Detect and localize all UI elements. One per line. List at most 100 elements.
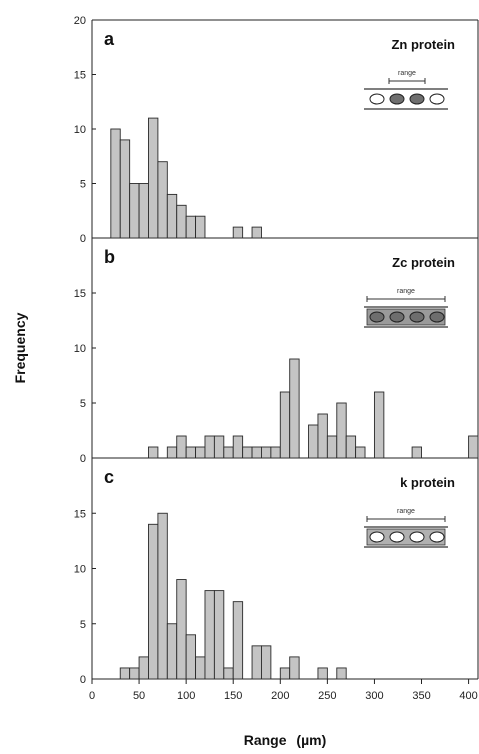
x-tick-label: 250 — [318, 690, 336, 702]
panel-b-bar — [345, 435, 357, 459]
panel-b-inset-range-label: range — [397, 288, 415, 295]
panel-b-bar — [308, 424, 319, 459]
panel-c-y-tick-label: 0 — [80, 674, 86, 686]
panel-c-bar — [166, 623, 178, 680]
panels-group: 0 5 10 15 20 a Zn protein range 0 5 10 15 b Zc protei… — [74, 15, 479, 686]
panel-b-inset-cell — [429, 311, 445, 323]
panel-b-bar — [373, 391, 385, 459]
x-tick-label: 0 — [89, 690, 95, 702]
x-tick-label: 350 — [412, 690, 430, 702]
panel-b-inset-cell — [409, 311, 425, 323]
panel-c-bar — [336, 667, 347, 680]
panel-a-bar — [138, 183, 149, 239]
panel-a-letter: a — [104, 29, 115, 49]
panel-b-y-tick-label: 5 — [80, 398, 86, 410]
panel-a-bar — [195, 215, 206, 239]
panel-c-inset-range-label: range — [397, 508, 415, 515]
panel-c-inset-diagram: range — [364, 508, 448, 548]
panel-c-bar — [317, 667, 328, 680]
panel-b-y-tick-label: 15 — [74, 288, 86, 300]
panel-c-bar — [185, 634, 197, 680]
panel-c-bar — [223, 667, 234, 680]
panel-c-bar — [213, 590, 225, 680]
panel-a-bar — [176, 204, 187, 239]
panel-b-bar — [185, 446, 197, 459]
panel-b-bar — [336, 402, 347, 459]
panel-c-bar — [129, 667, 140, 680]
x-axis-ticks: 0 50 100 150 200 250 300 350 400 — [89, 679, 478, 702]
panel-a-inset-cell — [369, 93, 385, 105]
panel-c-bar — [195, 656, 206, 680]
panel-b-bar — [251, 446, 262, 459]
panel-a-y-tick-label: 15 — [74, 70, 86, 82]
panel-a-y-tick-label: 20 — [74, 15, 86, 27]
panel-b-letter: b — [104, 247, 115, 267]
panel-b-bar — [411, 446, 422, 459]
panel-c-bar — [289, 656, 300, 680]
panel-c-bar — [138, 656, 149, 680]
panel-b-bar — [204, 435, 215, 459]
panel-a-inset-range-label: range — [398, 70, 416, 77]
panel-a-bar — [185, 215, 197, 239]
panel-a-bar — [110, 128, 121, 239]
panel-b-bar — [242, 446, 253, 459]
panel-c-bar — [157, 512, 168, 680]
x-axis-title-text: Range — [244, 732, 287, 748]
x-tick-label: 200 — [271, 690, 289, 702]
panel-a-inset-cell — [409, 93, 425, 105]
y-axis-title: Frequency — [12, 312, 28, 383]
panel-a-y-tick-label: 5 — [80, 179, 86, 191]
panel-c-bar — [119, 667, 131, 680]
panel-c-letter: c — [104, 467, 114, 487]
panel-b-bar — [195, 446, 206, 459]
panel-a-bar — [166, 193, 178, 239]
x-axis-title: Range (µm) — [244, 732, 327, 748]
panel-a-inset-diagram: range — [364, 70, 448, 110]
panel-b-bar — [176, 435, 187, 459]
panel-b-bar — [232, 435, 244, 459]
panel-a-bar — [232, 226, 244, 239]
x-tick-label: 150 — [224, 690, 242, 702]
panel-c-bar — [279, 667, 291, 680]
panel-c-bar — [148, 523, 159, 680]
panel-c-inset-band — [366, 528, 446, 546]
panel-a-inset-cell — [389, 93, 405, 105]
panel-b-bar — [166, 446, 178, 459]
panel-c-y-tick-label: 15 — [74, 508, 86, 520]
panel-c-bar — [261, 645, 272, 680]
panel-c-y-tick-label: 10 — [74, 564, 86, 576]
panel-b-bar — [223, 446, 234, 459]
panel-b-bar — [279, 391, 291, 459]
panel-b-bar — [326, 435, 338, 459]
panel-b-inset-cell — [389, 311, 405, 323]
panel-b-bar — [270, 446, 281, 459]
panel-b-bar — [317, 413, 328, 459]
panel-c-bar — [204, 590, 215, 680]
panel-a: 0 5 10 15 20 a Zn protein range — [74, 15, 479, 245]
panel-a-title: Zn protein — [391, 37, 455, 52]
panel-c-inset-cell — [409, 531, 425, 543]
panel-c-inset-cell — [429, 531, 445, 543]
panel-a-bar — [119, 139, 131, 239]
panel-a-bar — [251, 226, 262, 239]
panel-a-bar — [129, 183, 140, 239]
panel-b-y-tick-label: 0 — [80, 453, 86, 465]
panel-b-title: Zc protein — [392, 255, 455, 270]
panel-c-title: k protein — [400, 475, 455, 490]
panel-b-inset-diagram: range — [364, 288, 448, 328]
panel-b-bar — [261, 446, 272, 459]
x-tick-label: 300 — [365, 690, 383, 702]
panel-b-y-tick-label: 10 — [74, 343, 86, 355]
panel-c-bar — [232, 601, 244, 680]
panel-b-bar — [213, 435, 225, 459]
x-tick-label: 100 — [177, 690, 195, 702]
panel-c: 0 5 10 15 c k protein range — [74, 458, 479, 686]
panel-a-y-tick-label: 10 — [74, 124, 86, 136]
panel-b-bar — [289, 358, 300, 459]
panel-b: 0 5 10 15 b Zc protein range — [74, 238, 479, 465]
panel-a-bar — [148, 117, 159, 239]
panel-c-bar — [251, 645, 262, 680]
panel-c-inset-cell — [369, 531, 385, 543]
panel-c-y-tick-label: 5 — [80, 619, 86, 631]
